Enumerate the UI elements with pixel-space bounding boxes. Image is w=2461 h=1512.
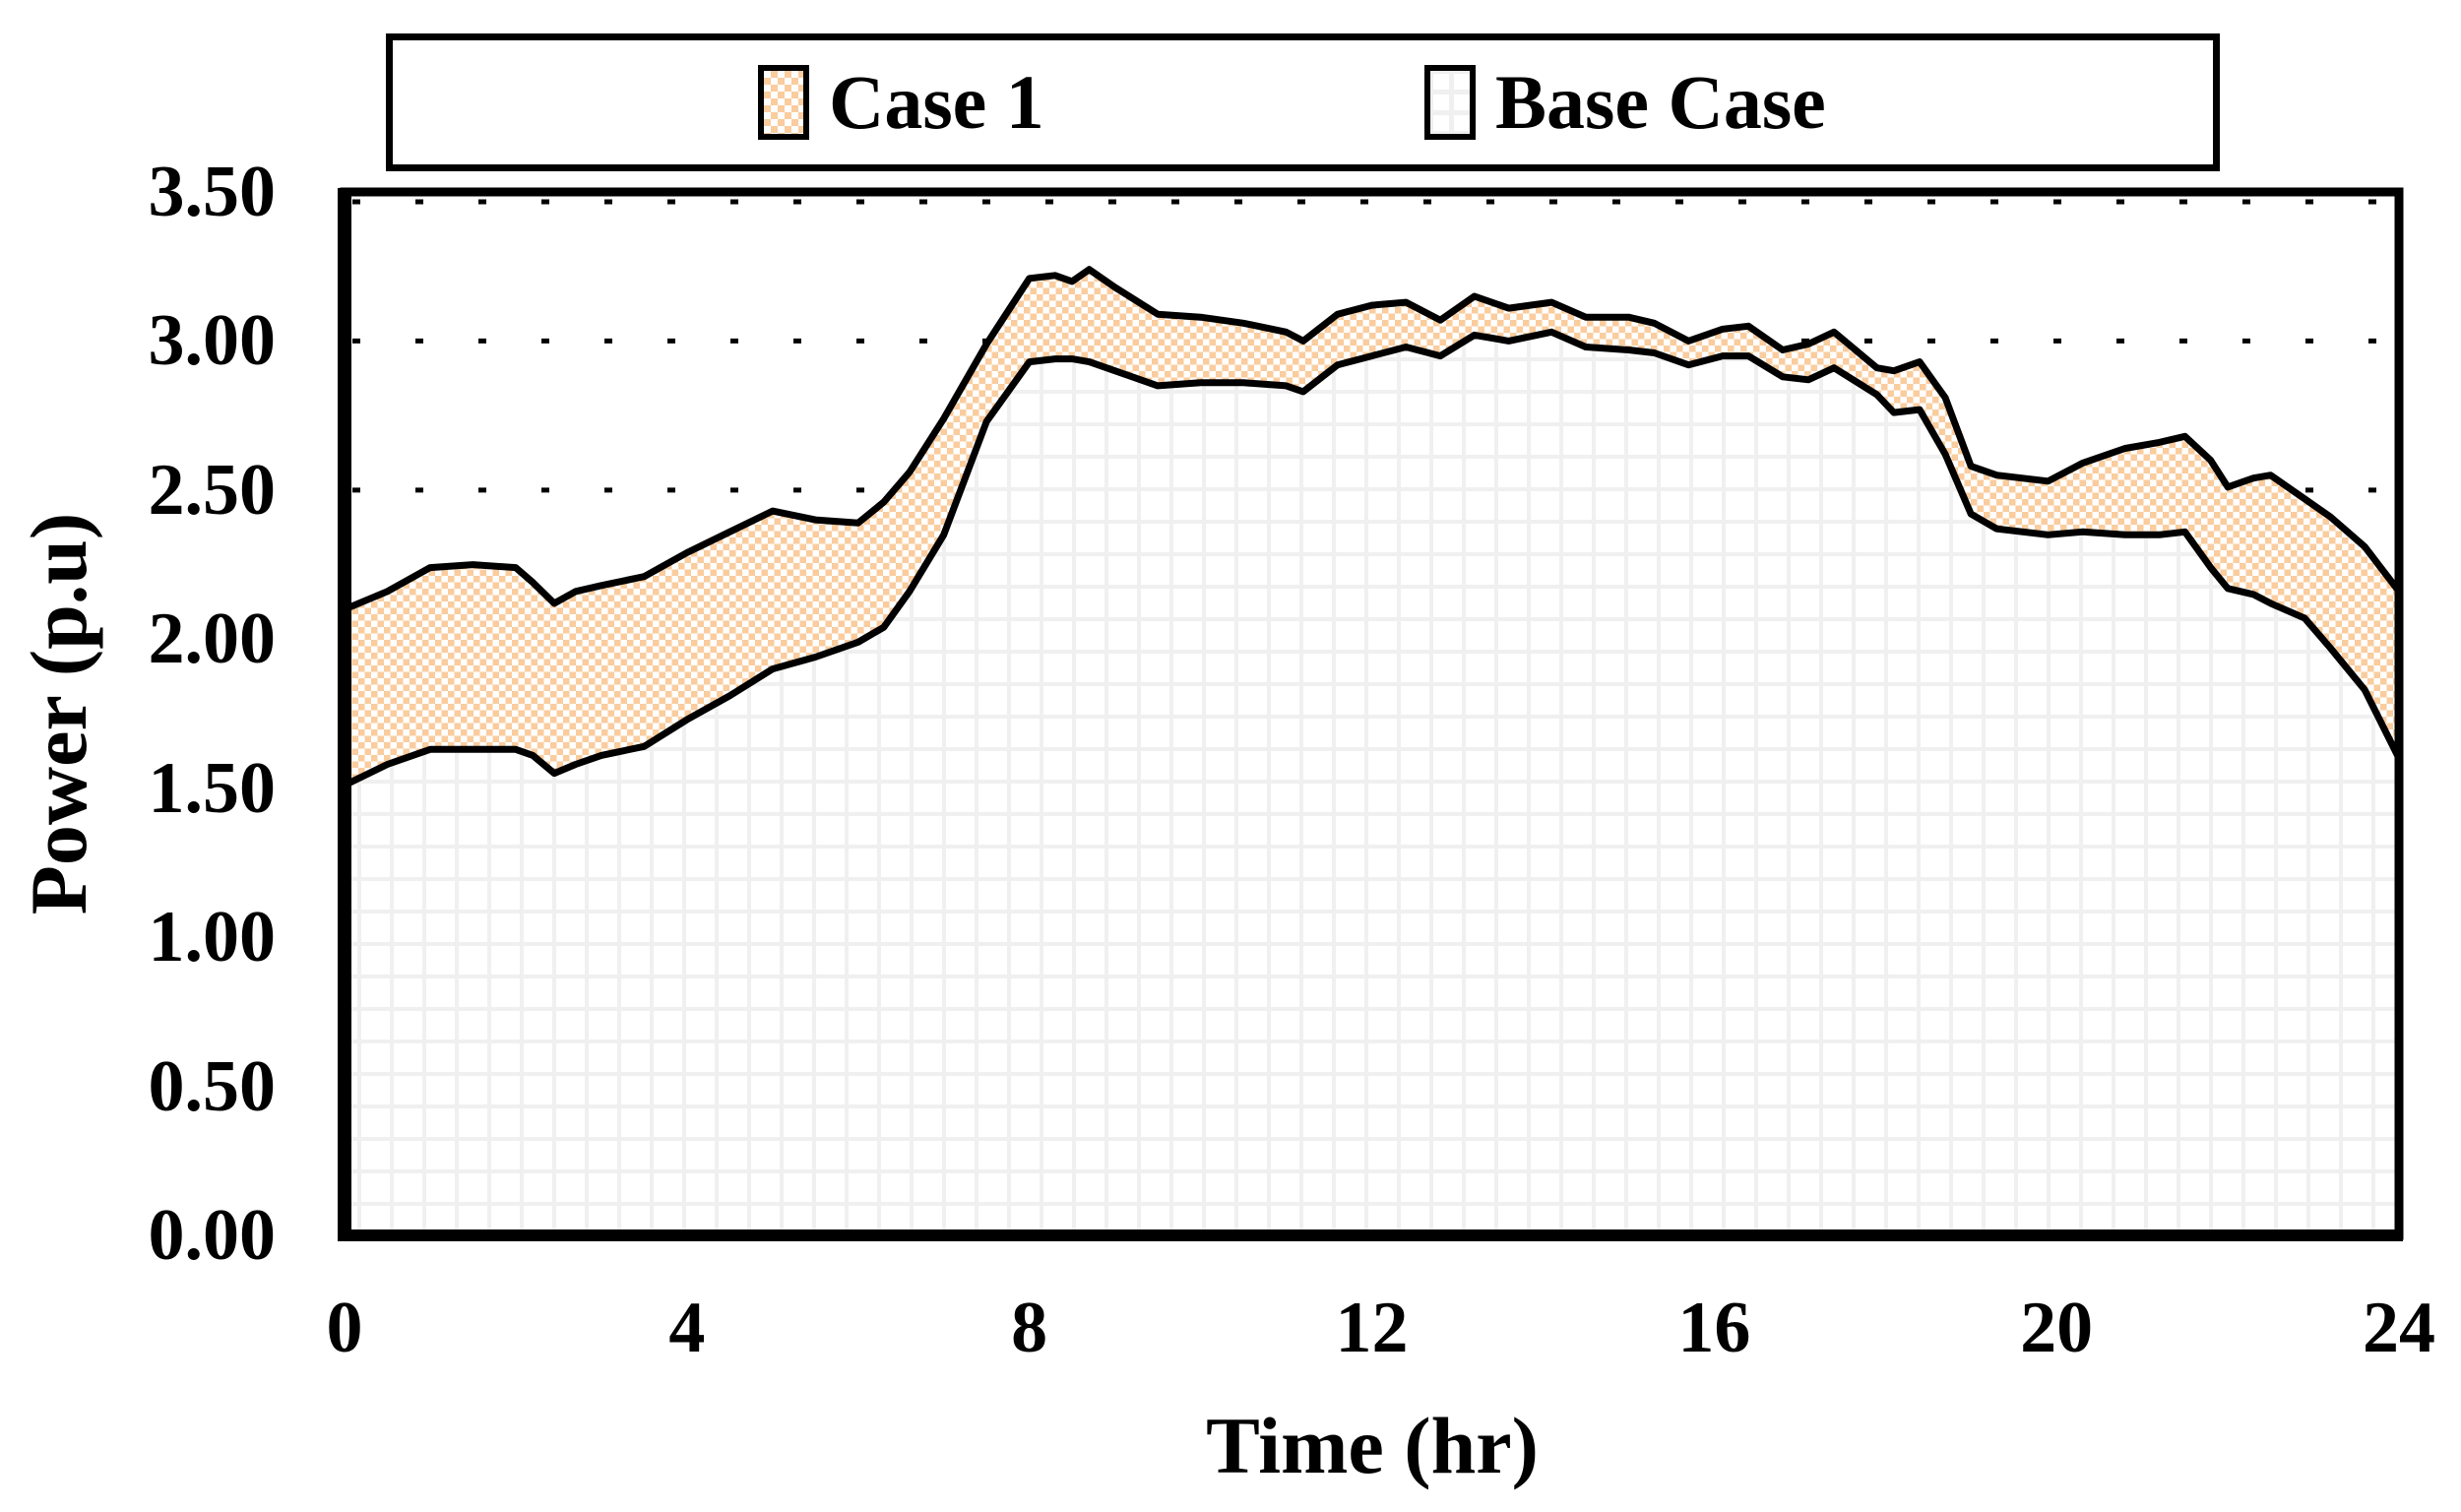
legend-label-case1: Case 1 bbox=[829, 59, 1044, 145]
base-case-swatch-icon bbox=[1424, 65, 1476, 140]
y-tick-label: 1.00 bbox=[148, 897, 277, 978]
y-tick-label: 0.00 bbox=[148, 1195, 277, 1276]
x-tick-label: 4 bbox=[668, 1288, 706, 1368]
x-axis-tick-labels: 0 4 8 12 16 20 24 bbox=[0, 1292, 2461, 1390]
x-tick-label: 12 bbox=[1335, 1288, 1409, 1368]
y-tick-label: 0.50 bbox=[148, 1045, 277, 1127]
x-tick-label: 20 bbox=[2020, 1288, 2094, 1368]
legend: Case 1 Base Case bbox=[386, 33, 2220, 171]
x-tick-label: 0 bbox=[326, 1288, 363, 1368]
x-tick-label: 16 bbox=[1677, 1288, 1751, 1368]
x-tick-label: 8 bbox=[1011, 1288, 1048, 1368]
case1-swatch-icon bbox=[758, 65, 809, 140]
y-axis-tick-labels: 0.00 0.50 1.00 1.50 2.00 2.50 3.00 3.50 bbox=[89, 0, 277, 1512]
base-case-area bbox=[341, 328, 2403, 1239]
y-tick-label: 2.50 bbox=[148, 449, 277, 531]
legend-entry-case1: Case 1 bbox=[758, 58, 1044, 147]
legend-label-base-case: Base Case bbox=[1495, 59, 1826, 145]
y-tick-label: 3.00 bbox=[148, 300, 277, 382]
y-axis-title: Power (p.u) bbox=[14, 512, 103, 915]
x-tick-label: 24 bbox=[2363, 1288, 2435, 1368]
legend-entry-base-case: Base Case bbox=[1424, 58, 1826, 147]
y-tick-label: 3.50 bbox=[148, 152, 277, 232]
y-tick-label: 2.00 bbox=[148, 598, 277, 680]
x-axis-title: Time (hr) bbox=[1206, 1401, 1539, 1490]
y-tick-label: 1.50 bbox=[148, 747, 277, 829]
